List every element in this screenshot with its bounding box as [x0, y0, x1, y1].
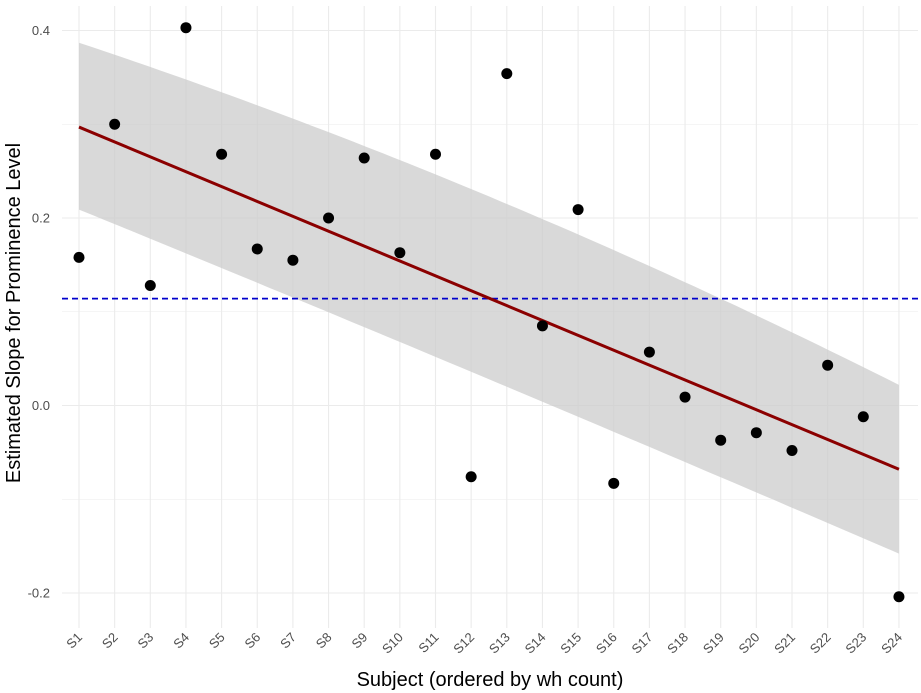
x-tick-label: S8	[313, 630, 335, 652]
x-tick-label: S23	[842, 630, 869, 657]
data-point	[822, 359, 834, 371]
data-point	[73, 251, 85, 263]
data-point	[857, 411, 869, 423]
x-tick-label: S17	[629, 630, 656, 657]
x-tick-label: S10	[379, 630, 406, 657]
x-tick-label: S19	[700, 630, 727, 657]
data-point	[501, 68, 513, 80]
x-tick-label: S1	[63, 630, 85, 652]
data-point	[251, 243, 263, 255]
trend-line-layer	[78, 125, 900, 471]
x-tick-label: S6	[242, 630, 264, 652]
data-point	[893, 591, 905, 603]
x-tick-label: S14	[522, 630, 549, 657]
data-point	[679, 391, 691, 403]
y-tick-label: 0.4	[32, 23, 50, 38]
x-tick-labels: S1 S2 S3 S4 S5 S6 S7 S8 S9 S10 S11 S12 S13 S14 S15 S16 S…	[63, 630, 905, 657]
y-tick-labels: -0.2 0.0 0.2 0.4	[28, 23, 50, 601]
data-point	[465, 471, 477, 483]
x-tick-label: S7	[277, 630, 299, 652]
y-tick-label: 0.2	[32, 211, 50, 226]
x-tick-label: S21	[771, 630, 798, 657]
x-tick-label: S18	[664, 630, 691, 657]
x-tick-label: S15	[557, 630, 584, 657]
x-tick-label: S16	[593, 630, 620, 657]
x-tick-label: S3	[135, 630, 157, 652]
x-tick-label: S24	[878, 630, 905, 657]
data-point	[394, 247, 406, 259]
data-point	[608, 477, 620, 489]
data-point	[109, 118, 121, 130]
trend-line	[78, 125, 900, 471]
data-point	[430, 148, 441, 160]
data-point	[144, 280, 156, 291]
data-point	[715, 434, 727, 446]
y-tick-label: -0.2	[28, 586, 50, 601]
data-point	[572, 204, 584, 216]
x-tick-label: S4	[170, 630, 192, 652]
x-tick-label: S20	[736, 630, 763, 657]
data-point	[750, 427, 762, 439]
y-tick-label: 0.0	[32, 398, 50, 413]
x-tick-label: S2	[99, 630, 121, 652]
data-point	[216, 148, 228, 160]
x-tick-label: S5	[206, 630, 228, 652]
data-point	[358, 152, 370, 164]
data-point	[536, 320, 548, 332]
x-axis-title: Subject (ordered by wh count)	[357, 669, 624, 691]
x-tick-label: S13	[486, 630, 513, 657]
x-tick-label: S22	[807, 630, 834, 657]
x-tick-label: S11	[415, 630, 441, 656]
x-tick-label: S12	[450, 630, 477, 657]
data-points	[73, 22, 905, 603]
data-point	[643, 346, 655, 358]
data-point	[323, 212, 335, 224]
data-point	[180, 22, 192, 34]
y-axis-title: Estimated Slope for Prominence Level	[3, 143, 25, 483]
x-tick-label: S9	[348, 630, 370, 652]
data-point	[786, 445, 798, 456]
data-point	[287, 254, 299, 266]
